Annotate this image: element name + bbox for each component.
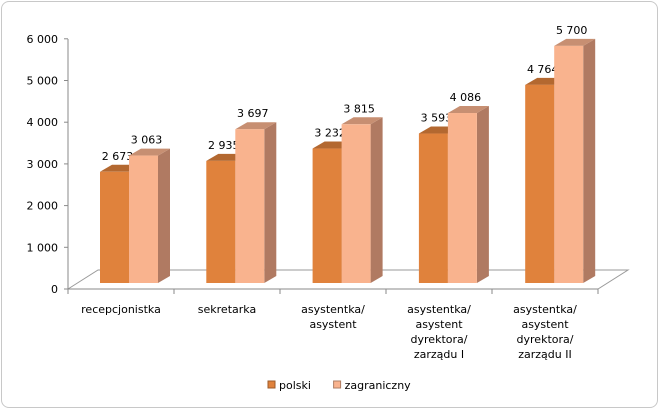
y-tick-label: 1 000 — [27, 241, 59, 254]
bar-top — [341, 117, 383, 125]
data-label: 3 697 — [237, 107, 269, 120]
bar-side — [264, 122, 277, 283]
bar-top — [235, 122, 277, 130]
y-tick-label: 5 000 — [27, 75, 59, 88]
bar-side — [583, 38, 596, 283]
bar-top — [554, 38, 596, 46]
category-label: sekretarka — [198, 303, 256, 316]
bar-polski — [418, 133, 448, 283]
bar-zagraniczny — [235, 129, 265, 283]
category-label: asystentka/ — [513, 303, 577, 316]
bar-side — [476, 106, 489, 283]
y-tick-label: 4 000 — [27, 116, 59, 129]
category-label: dyrektora/ — [517, 333, 574, 346]
bar-polski — [100, 171, 129, 283]
legend-label: zagraniczny — [345, 379, 412, 392]
y-tick-label: 0 — [51, 283, 58, 296]
legend-swatch — [333, 380, 342, 389]
bar-polski — [525, 84, 555, 283]
category-label: asystentka/ — [407, 303, 471, 316]
category-label: zarządu I — [414, 348, 464, 361]
bar-zagraniczny — [129, 155, 158, 283]
category-label: dyrektora/ — [411, 333, 468, 346]
category-label: asystent — [415, 318, 463, 331]
data-label: 5 700 — [556, 24, 588, 37]
y-tick-label: 2 000 — [27, 200, 59, 213]
bar-side — [158, 148, 170, 283]
y-tick-label: 3 000 — [27, 158, 59, 171]
category-label: zarządu II — [518, 348, 572, 361]
bar-zagraniczny — [341, 124, 371, 284]
data-label: 2 673 — [102, 150, 134, 163]
data-label: 3 063 — [131, 134, 163, 147]
bar-side — [370, 117, 383, 284]
bar-top — [447, 106, 489, 114]
data-label: 3 593 — [421, 112, 453, 125]
bar-polski — [312, 148, 342, 283]
category-label: asystentka/ — [301, 303, 365, 316]
data-label: 3 232 — [314, 127, 346, 140]
data-label: 2 935 — [208, 139, 240, 152]
legend-label: polski — [279, 379, 311, 392]
category-label: asystent — [309, 318, 357, 331]
y-tick-label: 6 000 — [27, 33, 59, 46]
category-label: asystent — [521, 318, 569, 331]
bar-polski — [206, 160, 236, 283]
legend-swatch — [267, 380, 276, 389]
data-label: 4 764 — [527, 63, 559, 76]
bar-top — [129, 148, 170, 156]
data-label: 3 815 — [343, 102, 375, 115]
category-label: recepcjonistka — [81, 303, 161, 316]
data-label: 4 086 — [450, 91, 482, 104]
bar-zagraniczny — [447, 113, 477, 283]
bar-zagraniczny — [554, 45, 584, 283]
